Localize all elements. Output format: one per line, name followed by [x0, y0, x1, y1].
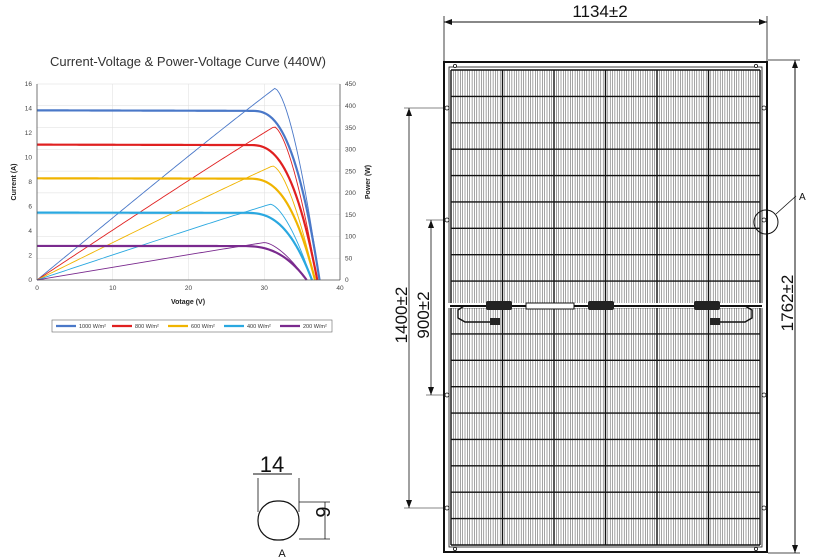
- mounting-slot-detail: 14 9 A: [253, 452, 335, 558]
- x-tick-label: 20: [185, 285, 193, 292]
- y-axis-label: Current (A): [11, 164, 18, 201]
- y2-axis-label: Power (W): [365, 165, 372, 199]
- y-tick-label: 12: [25, 130, 33, 137]
- outer-hole-arrow-bottom: [406, 500, 412, 508]
- slot-outline: [257, 500, 300, 541]
- slot-height-label: 9: [313, 506, 335, 517]
- y-tick-label: 14: [25, 106, 33, 113]
- mounting-hole: [444, 217, 450, 223]
- height-arrow-bottom: [792, 545, 798, 553]
- x-tick-label: 30: [261, 285, 269, 292]
- iv-curve: [37, 109, 321, 281]
- drain-hole: [452, 64, 457, 69]
- y-tick-label: 4: [28, 228, 32, 235]
- y2-tick-label: 250: [345, 168, 356, 175]
- legend-entry-label: 800 W/m²: [135, 324, 159, 330]
- panel-drawing: 1134±2 1762±2 1400±2 900±2: [392, 2, 806, 554]
- y2-tick-label: 100: [345, 234, 356, 241]
- detail-callout-leader: [775, 195, 797, 215]
- iv-curve: [37, 143, 319, 281]
- y2-tick-label: 50: [345, 255, 353, 262]
- inner-hole-arrow-top: [428, 220, 434, 228]
- connector-plug-right: [710, 318, 720, 325]
- height-label: 1762±2: [778, 275, 797, 332]
- y-tick-label: 2: [28, 253, 32, 260]
- x-axis-label: Votage (V): [171, 299, 205, 306]
- width-arrow-left: [444, 19, 452, 25]
- y-tick-label: 8: [28, 179, 32, 186]
- junction-box-right: [588, 301, 614, 310]
- legend-entry-label: 200 W/m²: [303, 324, 327, 330]
- chart-ticks: 0 10 20 30 400246810121416050100150200250300…: [25, 81, 356, 292]
- drain-hole: [452, 547, 457, 552]
- junction-box-center: [525, 302, 575, 310]
- x-tick-label: 0: [35, 285, 39, 292]
- iv-curve: [36, 244, 308, 281]
- outer-hole-arrow-top: [406, 108, 412, 116]
- y-tick-label: 10: [25, 155, 33, 162]
- chart-title: Current-Voltage & Power-Voltage Curve (4…: [50, 54, 326, 69]
- legend-entry-label: 600 W/m²: [191, 324, 215, 330]
- drain-hole: [754, 547, 759, 552]
- chart-series: [36, 87, 321, 281]
- x-tick-label: 40: [336, 285, 344, 292]
- mounting-hole: [761, 505, 767, 511]
- y2-tick-label: 450: [345, 81, 356, 88]
- cable-loop-right: [712, 305, 753, 323]
- height-arrow-top: [792, 60, 798, 68]
- legend-entry-label: 400 W/m²: [247, 324, 271, 330]
- iv-pv-chart: Current-Voltage & Power-Voltage Curve (4…: [11, 54, 372, 333]
- chart-grid: [36, 83, 341, 281]
- mounting-hole: [761, 392, 767, 398]
- mounting-hole: [761, 105, 767, 111]
- pv-curve: [36, 87, 320, 281]
- y2-tick-label: 150: [345, 212, 356, 219]
- mounting-hole: [444, 105, 450, 111]
- chart-legend: 1000 W/m² 800 W/m² 600 W/m² 400 W/m² 200 W/m…: [51, 319, 333, 333]
- connector-plug-left: [490, 318, 500, 325]
- width-arrow-right: [759, 19, 767, 25]
- y2-tick-label: 350: [345, 125, 356, 132]
- mounting-hole: [761, 217, 767, 223]
- cable-loop-left: [457, 305, 498, 323]
- detail-callout-label: A: [799, 192, 806, 203]
- slot-width-label: 14: [260, 452, 284, 477]
- mounting-hole: [444, 392, 450, 398]
- drain-hole: [754, 64, 759, 69]
- y2-tick-label: 200: [345, 190, 356, 197]
- chart-axes: [36, 84, 341, 281]
- y-tick-label: 16: [25, 81, 33, 88]
- legend-box: [51, 319, 333, 333]
- inner-hole-arrow-bottom: [428, 387, 434, 395]
- y2-tick-label: 400: [345, 103, 356, 110]
- inner-hole-spacing-label: 900±2: [414, 291, 433, 338]
- detail-callout-circle: [753, 209, 779, 235]
- iv-curve: [36, 177, 317, 281]
- iv-curve: [37, 211, 313, 281]
- pv-curve: [36, 203, 313, 281]
- detail-title: A: [278, 548, 286, 558]
- pv-curve: [36, 242, 308, 281]
- y2-tick-label: 300: [345, 147, 356, 154]
- mounting-hole: [444, 505, 450, 511]
- connector-right: [694, 301, 720, 310]
- cable-assembly: [448, 301, 764, 325]
- pv-curve: [36, 165, 316, 281]
- y2-tick-label: 0: [345, 277, 349, 284]
- x-tick-label: 10: [109, 285, 117, 292]
- mounting-holes: [444, 64, 767, 552]
- y-tick-label: 0: [28, 277, 32, 284]
- junction-box-left: [486, 301, 512, 310]
- width-label: 1134±2: [572, 2, 627, 21]
- pv-curve: [36, 126, 318, 281]
- outer-hole-spacing-label: 1400±2: [392, 287, 411, 344]
- legend-entry-label: 1000 W/m²: [79, 324, 106, 330]
- y-tick-label: 6: [28, 204, 32, 211]
